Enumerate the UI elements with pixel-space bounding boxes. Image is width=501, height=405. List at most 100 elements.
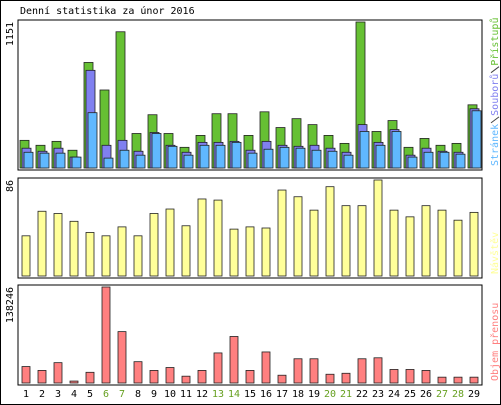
bar xyxy=(53,213,63,277)
bar xyxy=(469,376,479,384)
bar xyxy=(437,376,447,384)
x-tick-label: 3 xyxy=(55,389,61,400)
bar xyxy=(165,208,175,277)
bar xyxy=(21,366,31,384)
legend-label: Souborů xyxy=(489,74,501,116)
legend-label: Návštěv xyxy=(489,232,501,274)
bar xyxy=(23,151,34,169)
bar xyxy=(21,235,31,277)
bar xyxy=(167,145,178,169)
bar xyxy=(245,370,255,384)
bar xyxy=(359,131,370,169)
bar xyxy=(245,226,255,277)
bar xyxy=(309,358,319,384)
legend-label: Stránek xyxy=(489,124,501,166)
y-tick-label: 1151 xyxy=(5,22,16,46)
bar xyxy=(101,286,111,384)
bar xyxy=(69,220,79,277)
bar xyxy=(213,352,223,384)
bar xyxy=(327,150,338,169)
chart-title: Denní statistika za únor 2016 xyxy=(20,5,195,17)
bar xyxy=(199,144,210,169)
x-tick-label: 24 xyxy=(388,389,400,400)
bar xyxy=(133,361,143,384)
bar xyxy=(293,196,303,277)
bar xyxy=(389,369,399,384)
bar xyxy=(277,189,287,277)
bar xyxy=(437,209,447,277)
bar xyxy=(341,205,351,277)
y-tick-label: 138246 xyxy=(5,287,16,323)
bar xyxy=(439,151,450,169)
bar xyxy=(213,199,223,277)
bar xyxy=(407,156,418,169)
bar xyxy=(391,131,402,169)
bar xyxy=(293,358,303,384)
bar xyxy=(119,149,130,169)
bar xyxy=(357,205,367,277)
bar xyxy=(469,211,479,277)
x-tick-label: 1 xyxy=(23,389,29,400)
bar xyxy=(55,152,66,169)
bar xyxy=(453,376,463,384)
x-tick-label: 4 xyxy=(71,389,77,400)
bar xyxy=(133,235,143,277)
legend-label: Objem přenosu xyxy=(489,303,501,381)
bar xyxy=(247,152,258,169)
x-tick-label: 23 xyxy=(372,389,384,400)
bar xyxy=(471,110,482,169)
bar xyxy=(341,372,351,384)
x-tick-label: 17 xyxy=(276,389,288,400)
bar xyxy=(261,227,271,277)
bar xyxy=(37,370,47,384)
bar xyxy=(325,186,335,277)
bar xyxy=(421,205,431,277)
bar xyxy=(375,144,386,169)
x-tick-label: 18 xyxy=(292,389,304,400)
bar xyxy=(149,370,159,384)
bar xyxy=(405,216,415,277)
bar xyxy=(261,351,271,384)
bar xyxy=(389,209,399,277)
bar xyxy=(215,144,226,169)
x-tick-label: 15 xyxy=(244,389,256,400)
x-tick-label: 10 xyxy=(164,389,176,400)
bar xyxy=(277,374,287,384)
x-tick-label: 13 xyxy=(212,389,224,400)
bar xyxy=(229,228,239,277)
bar xyxy=(325,373,335,384)
x-tick-label: 6 xyxy=(103,389,109,400)
bar xyxy=(85,232,95,277)
x-tick-label: 28 xyxy=(452,389,464,400)
bar xyxy=(421,370,431,384)
bar xyxy=(309,209,319,277)
x-tick-label: 12 xyxy=(196,389,208,400)
bar xyxy=(37,210,47,277)
bar xyxy=(149,213,159,277)
bar xyxy=(117,331,127,384)
bar xyxy=(39,152,50,169)
bar xyxy=(197,370,207,384)
bar xyxy=(343,154,354,169)
bar xyxy=(405,369,415,384)
panel xyxy=(17,284,483,386)
x-tick-label: 9 xyxy=(151,389,157,400)
bar xyxy=(85,371,95,384)
bar xyxy=(453,219,463,277)
x-tick-label: 8 xyxy=(135,389,141,400)
x-tick-label: 22 xyxy=(356,389,368,400)
x-tick-label: 29 xyxy=(468,389,480,400)
bar xyxy=(311,149,322,169)
bar xyxy=(165,367,175,384)
legend-separator xyxy=(490,116,500,124)
x-tick-label: 25 xyxy=(404,389,416,400)
bar xyxy=(103,157,114,169)
bar xyxy=(53,362,63,384)
x-tick-label: 5 xyxy=(87,389,93,400)
x-tick-label: 16 xyxy=(260,389,272,400)
x-tick-label: 14 xyxy=(228,389,240,400)
x-tick-label: 20 xyxy=(324,389,336,400)
x-tick-label: 21 xyxy=(340,389,352,400)
legend-label: Přístupů xyxy=(489,18,501,66)
